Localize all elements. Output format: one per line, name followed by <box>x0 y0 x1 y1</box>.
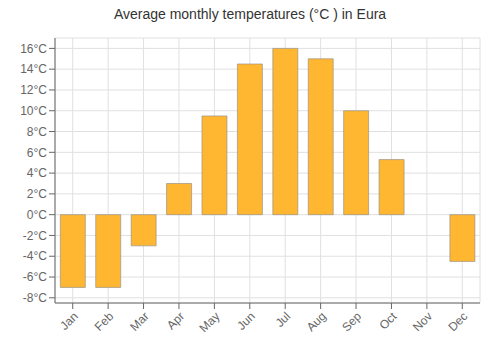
svg-text:Feb: Feb <box>92 309 117 334</box>
svg-text:2°C: 2°C <box>27 187 47 201</box>
html-text:Average monthly temperatures (: Average monthly temperatures (°C ) in Eu… <box>113 6 387 22</box>
svg-text:Sep: Sep <box>339 309 364 334</box>
svg-text:6°C: 6°C <box>27 146 47 160</box>
svg-text:-4°C: -4°C <box>23 249 47 263</box>
svg-text:14°C: 14°C <box>20 62 47 76</box>
svg-text:4°C: 4°C <box>27 166 47 180</box>
svg-text:-6°C: -6°C <box>23 270 47 284</box>
svg-text:0°C: 0°C <box>27 208 47 222</box>
svg-text:Aug: Aug <box>304 309 329 334</box>
svg-text:Apr: Apr <box>164 309 187 332</box>
svg-text:Jul: Jul <box>273 309 294 330</box>
svg-text:Jan: Jan <box>57 309 81 333</box>
svg-text:Dec: Dec <box>445 309 470 334</box>
svg-text:16°C: 16°C <box>20 42 47 56</box>
svg-text:May: May <box>197 309 223 335</box>
svg-text:Jun: Jun <box>234 309 258 333</box>
svg-text:8°C: 8°C <box>27 125 47 139</box>
svg-text:Mar: Mar <box>127 309 152 334</box>
svg-text:Oct: Oct <box>377 309 401 333</box>
svg-text:-8°C: -8°C <box>23 291 47 305</box>
svg-text:12°C: 12°C <box>20 83 47 97</box>
svg-text:Nov: Nov <box>410 309 435 334</box>
svg-text:10°C: 10°C <box>20 104 47 118</box>
svg-text:-2°C: -2°C <box>23 229 47 243</box>
